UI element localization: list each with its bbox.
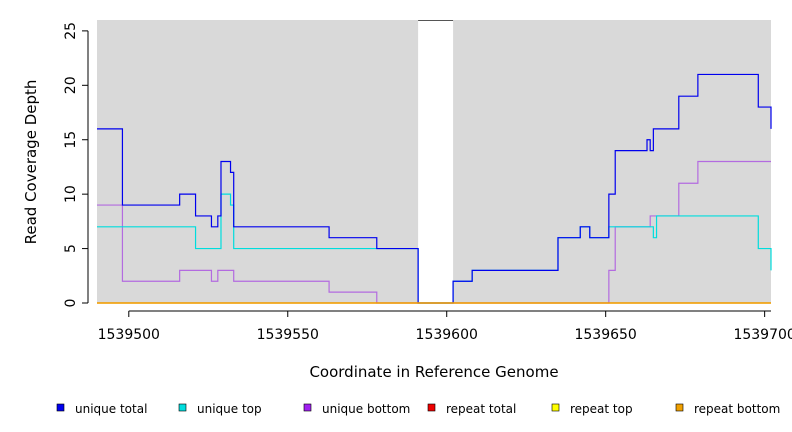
series-line-unique-total bbox=[97, 73, 772, 304]
legend-swatch-unique-total bbox=[56, 403, 65, 412]
x-tick-label-1539650: 1539650 bbox=[574, 327, 636, 343]
legend-label-repeat-top: repeat top bbox=[570, 402, 633, 416]
shaded-region-0 bbox=[97, 20, 419, 303]
legend-swatch-unique-bottom bbox=[303, 403, 312, 412]
legend-label-repeat-bottom: repeat bottom bbox=[694, 402, 780, 416]
legend-swatch-repeat-bottom bbox=[675, 403, 684, 412]
legend-label-unique-total: unique total bbox=[75, 402, 147, 416]
y-tick-label-10: 10 bbox=[63, 185, 79, 203]
legend-swatch-unique-top bbox=[178, 403, 187, 412]
x-tick-label-1539700: 1539700 bbox=[733, 327, 792, 343]
plot-background bbox=[97, 20, 771, 303]
x-tick-label-1539550: 1539550 bbox=[257, 327, 319, 343]
axes-layer: 0 5 10 15 20 25 1539500 1539550 1539600 1539650 15… bbox=[63, 22, 792, 343]
y-tick-label-25: 25 bbox=[63, 22, 79, 40]
legend-swatch-repeat-top bbox=[551, 403, 560, 412]
y-tick-label-15: 15 bbox=[63, 131, 79, 149]
legend: unique total unique top unique bottom repea… bbox=[56, 402, 780, 416]
y-tick-label-0: 0 bbox=[63, 299, 79, 308]
x-axis-label: Coordinate in Reference Genome bbox=[309, 363, 558, 381]
series-layer bbox=[97, 73, 772, 304]
y-tick-label-20: 20 bbox=[63, 76, 79, 94]
legend-label-unique-bottom: unique bottom bbox=[322, 402, 410, 416]
legend-swatch-repeat-total bbox=[427, 403, 436, 412]
y-axis-label: Read Coverage Depth bbox=[22, 80, 40, 245]
legend-label-repeat-total: repeat total bbox=[446, 402, 516, 416]
x-tick-label-1539600: 1539600 bbox=[416, 327, 478, 343]
y-tick-label-5: 5 bbox=[63, 244, 79, 253]
x-tick-label-1539500: 1539500 bbox=[98, 327, 160, 343]
legend-label-unique-top: unique top bbox=[197, 402, 262, 416]
